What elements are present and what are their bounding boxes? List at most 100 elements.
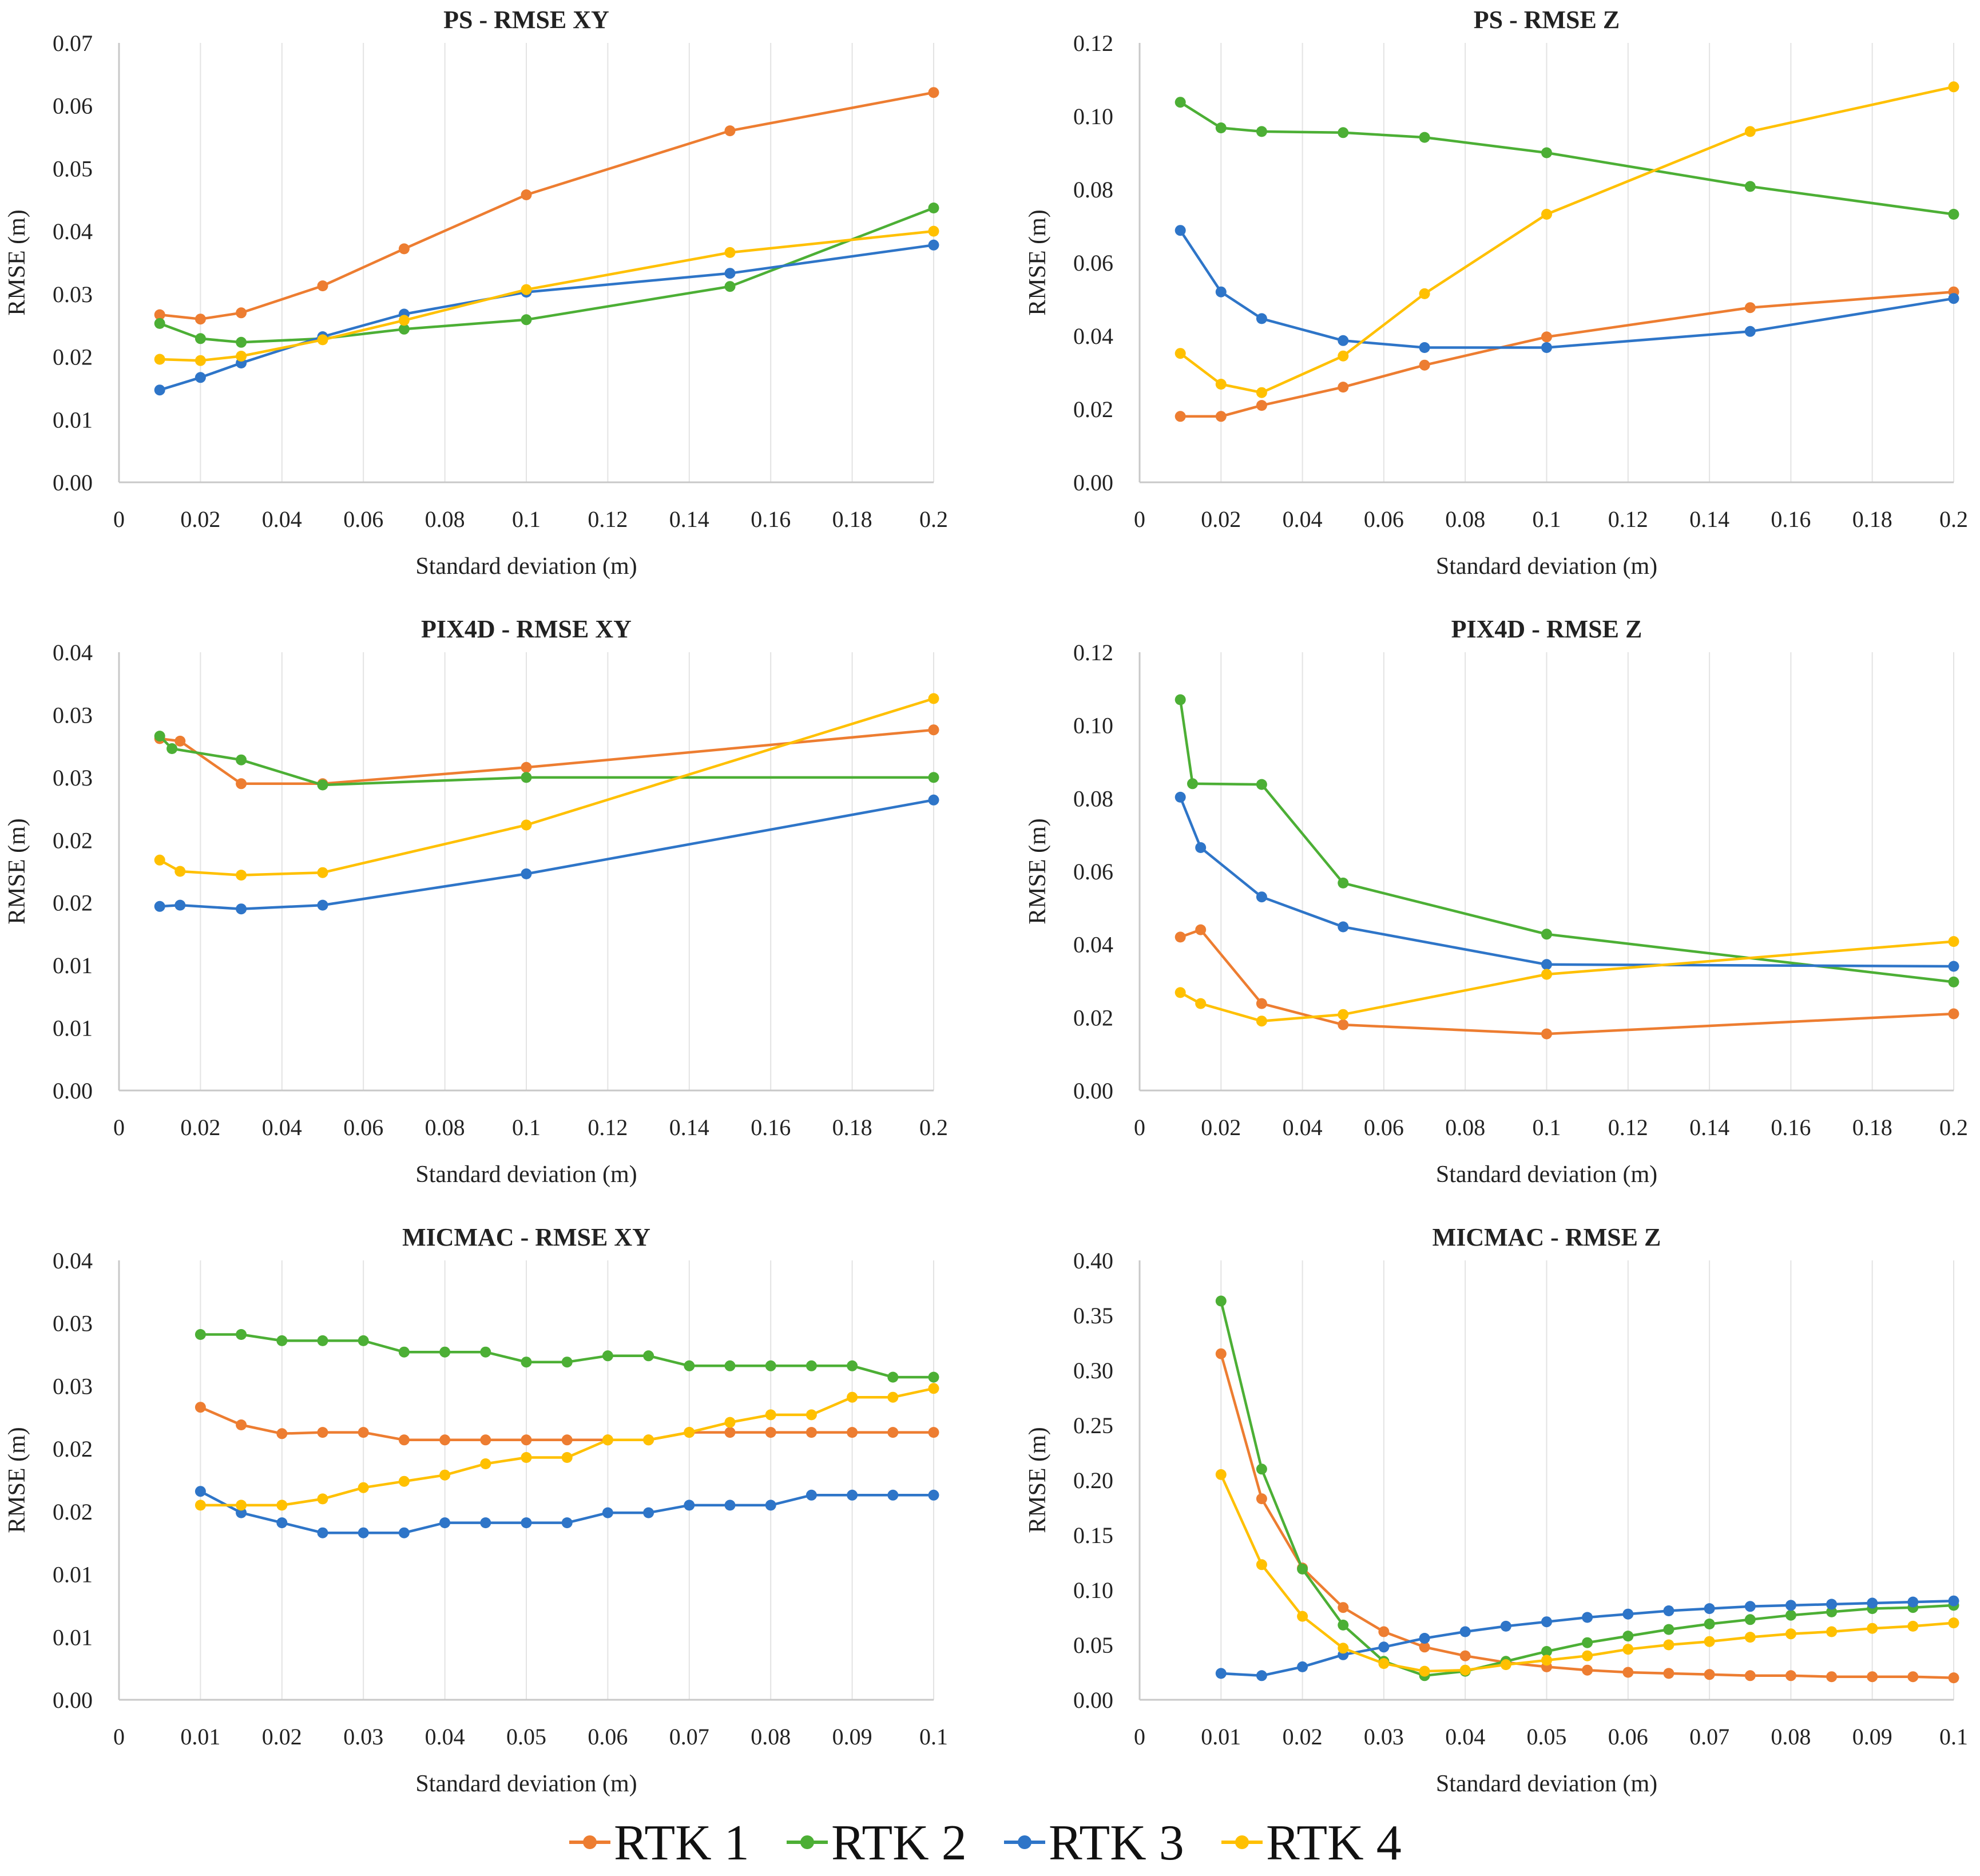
data-point [1174,931,1186,943]
data-point [195,1329,206,1340]
x-tick-label: 0.04 [425,1724,465,1750]
series-line [1179,85,1954,394]
data-point [1867,1623,1878,1634]
data-point [358,1527,369,1538]
data-point [521,761,532,773]
data-point [358,1335,369,1346]
chart-title: PIX4D - RMSE XY [421,615,632,643]
data-point [521,314,532,326]
series-rtk-3 [1215,1595,1959,1681]
data-point [154,309,165,320]
data-point [1215,1469,1227,1480]
y-tick-label: 0.02 [53,1499,93,1525]
data-point [439,1346,451,1358]
x-tick-label: 0.02 [180,506,220,532]
x-tick-label: 0.1 [512,1115,541,1140]
data-point [1297,1661,1308,1672]
x-tick-label: 0.07 [669,1724,709,1750]
data-point [561,1452,573,1463]
data-point [1867,1671,1878,1683]
data-point [684,1500,695,1511]
x-tick-label: 0.12 [1608,506,1648,532]
data-point [1541,969,1552,980]
data-point [847,1489,858,1501]
y-tick-label: 0.05 [53,156,93,181]
series-rtk-1 [1215,1348,1959,1684]
data-point [1785,1600,1796,1611]
data-point [928,1427,939,1438]
data-point [1187,778,1198,790]
x-tick-label: 0.18 [1852,1115,1892,1140]
data-point [1704,1619,1715,1629]
y-tick-label: 0.00 [53,1687,93,1713]
legend-label: RTK 2 [831,1815,967,1871]
series-rtk-1 [1174,286,1959,422]
data-point [643,1507,654,1518]
series-line [159,697,934,876]
data-point [1419,288,1430,299]
y-axis-label: RMSE (m) [1025,818,1051,925]
y-tick-label: 0.01 [53,1624,93,1650]
data-point [1785,1670,1796,1681]
data-point [1785,1628,1796,1640]
x-tick-label: 0.2 [919,1115,948,1140]
y-tick-label: 0.07 [53,30,93,56]
data-point [276,1500,288,1511]
data-point [154,901,165,912]
data-point [1582,1650,1593,1661]
x-tick-label: 0.04 [1445,1724,1485,1750]
data-point [521,189,532,200]
data-point [1256,1559,1267,1570]
data-point [276,1335,288,1346]
legend-label: RTK 1 [614,1815,749,1871]
y-tick-label: 0.20 [1073,1468,1113,1493]
data-point [1338,382,1349,393]
x-tick-label: 0 [113,506,125,532]
data-point [928,693,939,704]
data-point [1338,1643,1349,1654]
data-point [1744,326,1756,337]
data-point [1256,779,1267,790]
data-point [1622,1667,1634,1678]
y-tick-label: 0.40 [1073,1248,1113,1274]
x-tick-label: 0.12 [588,1115,628,1140]
data-point [358,1482,369,1493]
data-point [439,1469,451,1481]
y-tick-label: 0.03 [53,281,93,307]
data-point [317,1427,328,1438]
data-point [174,866,186,877]
data-point [174,899,186,911]
series-rtk-4 [195,1383,939,1511]
x-tick-label: 0.02 [180,1115,220,1140]
data-point [1948,209,1959,220]
data-point [1215,122,1227,133]
x-tick-label: 0.2 [919,506,948,532]
data-point [317,1335,328,1346]
data-point [724,1360,736,1371]
data-point [602,1434,613,1446]
data-point [1256,313,1267,324]
x-tick-label: 0.08 [425,506,465,532]
data-point [1297,1611,1308,1622]
data-point [561,1357,573,1368]
data-point [398,1527,410,1538]
x-tick-label: 0.04 [262,506,302,532]
data-point [358,1427,369,1438]
data-point [928,1383,939,1394]
x-tick-label: 0.01 [1201,1724,1241,1750]
data-point [643,1434,654,1446]
y-tick-label: 0.10 [1073,713,1113,739]
data-point [236,1500,247,1511]
x-axis-label: Standard deviation (m) [415,553,637,580]
legend-item-rtk-2: RTK 2 [787,1815,967,1871]
data-point [236,1507,247,1518]
data-point [1541,147,1552,158]
x-tick-label: 0.2 [1939,506,1968,532]
data-point [439,1434,451,1446]
data-point [1826,1606,1838,1617]
series-line [1179,699,1954,983]
data-point [1582,1637,1593,1648]
data-point [398,1476,410,1487]
x-tick-label: 0.14 [1689,506,1729,532]
data-point [1948,961,1959,972]
